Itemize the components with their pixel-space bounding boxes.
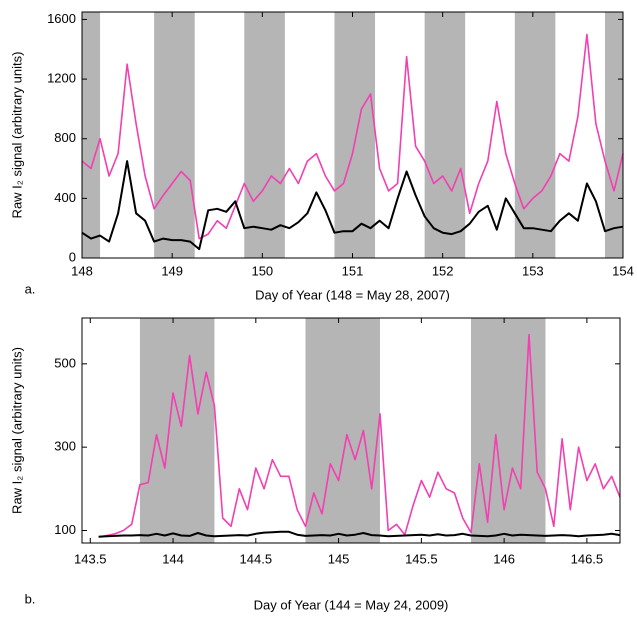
y-tick-label: 100	[54, 522, 76, 537]
y-tick-label: 500	[54, 355, 76, 370]
x-tick-label: 144	[162, 551, 184, 566]
x-tick-label: 143.5	[74, 551, 107, 566]
y-tick-label: 0	[69, 249, 76, 264]
shaded-band	[604, 12, 623, 258]
panel: 143.5 144 144.5 145 145.5 146 146.5 100 300 500 Da…	[9, 317, 621, 612]
y-axis-label: Raw I₂ signal (arbitrary units)	[9, 347, 24, 514]
y-tick-label: 1200	[47, 71, 76, 86]
x-tick-label: 145.5	[405, 551, 438, 566]
x-tick-label: 151	[342, 263, 364, 278]
shaded-band	[424, 12, 466, 258]
y-tick-label: 300	[54, 439, 76, 454]
y-tick-label: 800	[54, 130, 76, 145]
shaded-band	[154, 12, 195, 258]
x-tick-label: 148	[71, 263, 93, 278]
shaded-band	[244, 12, 285, 258]
x-tick-label: 144.5	[240, 551, 273, 566]
shaded-band	[471, 318, 546, 543]
panel-label: b.	[25, 591, 36, 606]
shaded-band	[305, 318, 380, 543]
plot-frame	[81, 317, 621, 544]
x-tick-label: 150	[251, 263, 273, 278]
data-line	[98, 333, 621, 538]
shaded-band	[82, 12, 101, 258]
data-line	[81, 160, 624, 251]
y-tick-label: 1600	[47, 11, 76, 26]
y-tick-label: 400	[54, 190, 76, 205]
shaded-band	[514, 12, 556, 258]
y-axis-label: Raw I₂ signal (arbitrary units)	[9, 52, 24, 219]
x-axis-label: Day of Year (144 = May 24, 2009)	[254, 597, 449, 612]
x-axis-label: Day of Year (148 = May 28, 2007)	[255, 287, 450, 302]
x-tick-label: 154	[612, 263, 634, 278]
panel-label: a.	[25, 281, 36, 296]
x-tick-label: 146.5	[571, 551, 604, 566]
x-tick-label: 149	[161, 263, 183, 278]
panel: 148 149 150 151 152 153 154 0 400 800 1200 1600 Day …	[9, 11, 633, 303]
data-line	[98, 530, 621, 538]
x-tick-label: 145	[328, 551, 350, 566]
x-tick-label: 152	[432, 263, 454, 278]
x-tick-label: 146	[493, 551, 515, 566]
x-tick-label: 153	[522, 263, 544, 278]
data-line	[81, 33, 624, 240]
shaded-band	[334, 12, 376, 258]
shaded-band	[139, 318, 215, 543]
